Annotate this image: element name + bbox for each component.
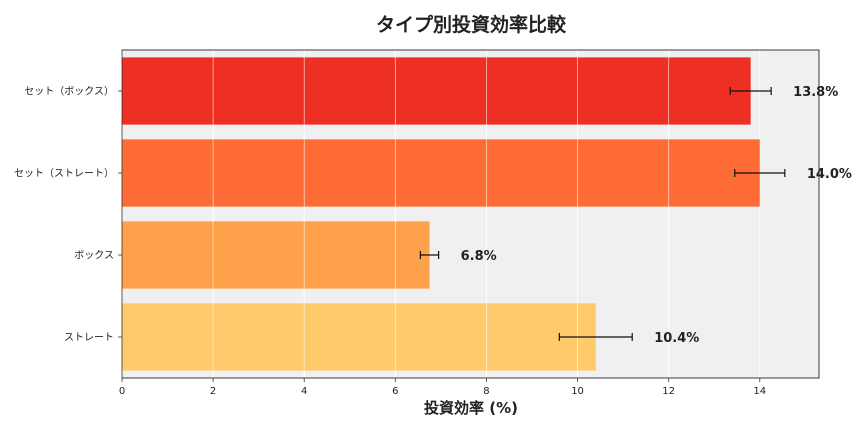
x-tick-label: 12 bbox=[662, 386, 675, 397]
x-ticks: 0 2 4 6 8 10 12 14 bbox=[119, 378, 766, 397]
x-tick-label: 10 bbox=[571, 386, 584, 397]
x-tick-label: 6 bbox=[392, 386, 398, 397]
x-tick-label: 0 bbox=[119, 386, 125, 397]
data-label: 6.8% bbox=[461, 249, 497, 264]
data-labels: 13.8% 14.0% 6.8% 10.4% bbox=[461, 85, 852, 346]
x-axis-label: 投資効率 (%) bbox=[424, 399, 518, 417]
bar bbox=[122, 139, 760, 207]
data-label: 10.4% bbox=[654, 331, 699, 346]
x-tick-label: 14 bbox=[753, 386, 766, 397]
bar bbox=[122, 221, 430, 289]
category-label: セット（ボックス） bbox=[24, 86, 114, 98]
bars bbox=[122, 57, 760, 371]
category-label: ストレート bbox=[64, 333, 114, 344]
x-tick-label: 4 bbox=[301, 386, 307, 397]
error-bars bbox=[419, 87, 786, 341]
x-tick-label: 8 bbox=[483, 386, 489, 397]
plot-frame bbox=[121, 49, 820, 379]
chart-title: タイプ別投資効率比較 bbox=[376, 13, 567, 36]
data-label: 14.0% bbox=[807, 167, 852, 182]
data-label: 13.8% bbox=[793, 85, 838, 100]
bar bbox=[122, 57, 751, 125]
bar bbox=[122, 303, 596, 371]
category-label: ボックス bbox=[74, 250, 114, 262]
x-tick-label: 2 bbox=[210, 386, 216, 397]
category-label: セット（ストレート） bbox=[14, 168, 114, 180]
